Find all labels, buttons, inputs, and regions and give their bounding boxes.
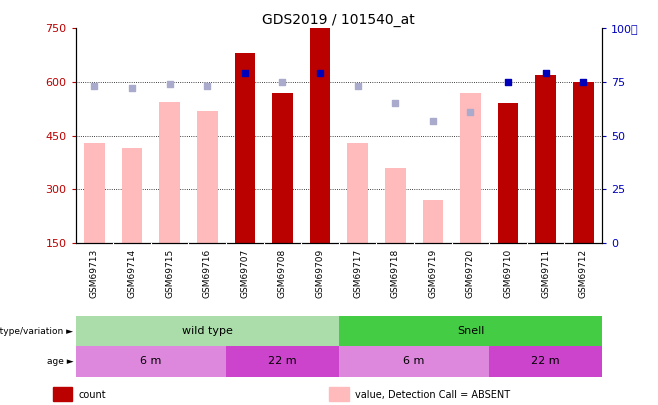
- Bar: [347, 143, 368, 243]
- Point: [315, 70, 325, 77]
- Bar: [197, 111, 218, 243]
- Point: [465, 109, 476, 115]
- Point: [240, 70, 250, 77]
- Text: GSM69719: GSM69719: [428, 249, 438, 298]
- Point: [540, 70, 551, 77]
- Title: GDS2019 / 101540_at: GDS2019 / 101540_at: [263, 13, 415, 27]
- Text: genotype/variation ►: genotype/variation ►: [0, 326, 74, 336]
- Point: [390, 100, 401, 107]
- Bar: [536, 75, 556, 243]
- Bar: [573, 82, 594, 243]
- Text: wild type: wild type: [182, 326, 233, 336]
- Text: age ►: age ►: [47, 357, 74, 366]
- Text: 22 m: 22 m: [532, 356, 560, 367]
- Text: GSM69718: GSM69718: [391, 249, 400, 298]
- Text: GSM69711: GSM69711: [541, 249, 550, 298]
- Text: GSM69710: GSM69710: [503, 249, 513, 298]
- Bar: [310, 28, 330, 243]
- Bar: [272, 93, 293, 243]
- Point: [89, 83, 100, 90]
- Point: [578, 79, 588, 85]
- Bar: [122, 148, 142, 243]
- Text: GSM69714: GSM69714: [128, 249, 137, 298]
- Bar: [159, 102, 180, 243]
- Text: GSM69709: GSM69709: [316, 249, 324, 298]
- Bar: [422, 200, 443, 243]
- Bar: [385, 168, 405, 243]
- Text: Snell: Snell: [457, 326, 484, 336]
- Text: GSM69713: GSM69713: [90, 249, 99, 298]
- Bar: [497, 103, 519, 243]
- Point: [428, 117, 438, 124]
- Point: [164, 81, 175, 87]
- Bar: [84, 143, 105, 243]
- Text: GSM69707: GSM69707: [240, 249, 249, 298]
- Bar: [234, 53, 255, 243]
- Point: [503, 79, 513, 85]
- Text: GSM69720: GSM69720: [466, 249, 475, 298]
- Text: GSM69712: GSM69712: [579, 249, 588, 298]
- Text: GSM69716: GSM69716: [203, 249, 212, 298]
- Point: [277, 79, 288, 85]
- Point: [202, 83, 213, 90]
- Text: 22 m: 22 m: [268, 356, 297, 367]
- Point: [353, 83, 363, 90]
- Text: 6 m: 6 m: [403, 356, 425, 367]
- Bar: [329, 387, 349, 401]
- Text: GSM69717: GSM69717: [353, 249, 362, 298]
- Bar: [460, 93, 481, 243]
- Text: GSM69708: GSM69708: [278, 249, 287, 298]
- Text: GSM69715: GSM69715: [165, 249, 174, 298]
- Text: 6 m: 6 m: [140, 356, 162, 367]
- Point: [127, 85, 138, 92]
- Bar: [53, 387, 72, 401]
- Text: value, Detection Call = ABSENT: value, Detection Call = ABSENT: [355, 390, 511, 400]
- Text: count: count: [79, 390, 107, 400]
